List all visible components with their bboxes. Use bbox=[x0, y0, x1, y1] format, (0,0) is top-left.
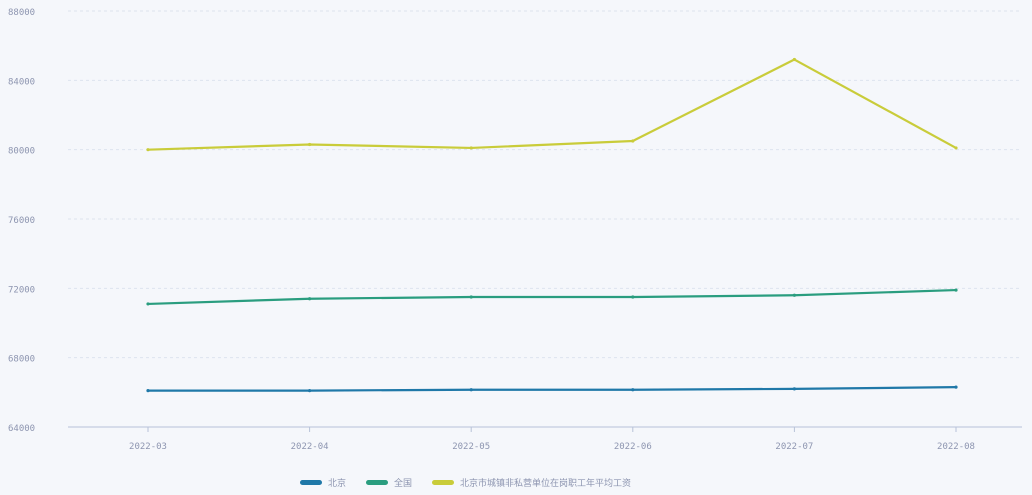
data-point[interactable] bbox=[469, 388, 473, 392]
data-point[interactable] bbox=[146, 389, 150, 393]
data-point[interactable] bbox=[308, 142, 312, 147]
legend-swatch bbox=[432, 480, 454, 485]
data-point[interactable] bbox=[469, 295, 473, 299]
data-point[interactable] bbox=[792, 293, 797, 297]
data-point[interactable] bbox=[469, 146, 473, 150]
legend-label: 北京 bbox=[328, 477, 346, 489]
data-point[interactable] bbox=[631, 295, 635, 299]
legend-item-2[interactable]: 全国 bbox=[366, 477, 412, 489]
legend-item-1[interactable]: 北京 bbox=[300, 477, 346, 489]
series-line-2[interactable] bbox=[147, 288, 957, 306]
series-lines bbox=[146, 57, 958, 393]
x-tick-label: 2022-07 bbox=[775, 442, 813, 452]
data-point[interactable] bbox=[792, 57, 797, 62]
series-line-3[interactable] bbox=[147, 58, 957, 151]
legend-label: 全国 bbox=[394, 477, 412, 489]
data-point[interactable] bbox=[792, 387, 797, 391]
data-point[interactable] bbox=[146, 302, 150, 306]
legend-item-3[interactable]: 北京市城镇非私营单位在岗职工年平均工资 bbox=[432, 477, 631, 489]
data-point[interactable] bbox=[146, 148, 150, 152]
legend-swatch bbox=[366, 480, 388, 485]
data-point[interactable] bbox=[631, 139, 635, 143]
series-line-1[interactable] bbox=[148, 386, 957, 392]
legend[interactable]: 北京 全国 北京市城镇非私营单位在岗职工年平均工资 bbox=[300, 477, 631, 489]
y-tick-label: 76000 bbox=[8, 216, 35, 226]
data-point[interactable] bbox=[954, 288, 958, 292]
y-tick-label: 80000 bbox=[8, 147, 35, 157]
x-tick-label: 2022-04 bbox=[291, 442, 329, 452]
y-tick-label: 68000 bbox=[8, 355, 35, 365]
x-tick-label: 2022-03 bbox=[129, 442, 167, 452]
data-point[interactable] bbox=[631, 388, 635, 392]
y-tick-labels: 64000 68000 72000 76000 80000 84000 88000 bbox=[8, 8, 35, 434]
grid-lines bbox=[68, 10, 1022, 359]
legend-label: 北京市城镇非私营单位在岗职工年平均工资 bbox=[460, 477, 631, 489]
x-tick-label: 2022-05 bbox=[452, 442, 490, 452]
data-point[interactable] bbox=[954, 146, 958, 150]
legend-swatch bbox=[300, 480, 322, 485]
data-point[interactable] bbox=[308, 389, 312, 393]
data-point[interactable] bbox=[308, 297, 312, 301]
x-tick-label: 2022-08 bbox=[937, 442, 975, 452]
x-tick-labels: 2022-03 2022-04 2022-05 2022-06 2022-07 2022-… bbox=[129, 442, 975, 452]
y-tick-label: 72000 bbox=[8, 285, 35, 295]
x-tick-label: 2022-06 bbox=[614, 442, 652, 452]
y-tick-label: 84000 bbox=[8, 77, 35, 87]
data-point[interactable] bbox=[954, 385, 958, 389]
y-tick-label: 88000 bbox=[8, 8, 35, 18]
y-tick-label: 64000 bbox=[8, 424, 35, 434]
axes bbox=[68, 426, 1022, 432]
